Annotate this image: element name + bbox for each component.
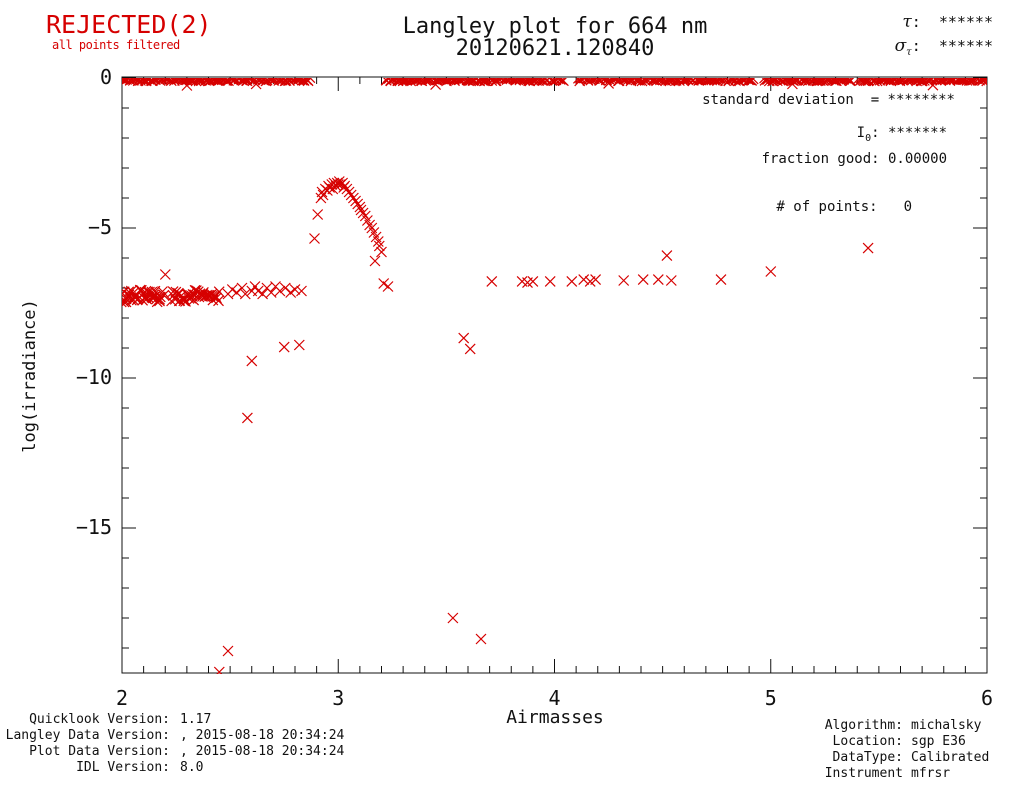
x-tick-label-6: 6 [980, 686, 994, 710]
sigma-symbol: σ [894, 36, 907, 56]
algorithm-row: Algorithm: michalsky [819, 718, 982, 734]
location-value: sgp E36 [911, 734, 966, 749]
idl-version-row: IDL Version: 8.0 [4, 760, 203, 776]
num-points-readout: # of points: 0 [776, 199, 912, 215]
sigma-colon: : [911, 37, 939, 55]
tau-colon: : [911, 13, 939, 31]
axes-box [121, 76, 988, 674]
x-tick-label-5: 5 [764, 686, 777, 710]
i0-value: : ******* [871, 125, 947, 141]
rejected-status-subtext: all points filtered [52, 38, 180, 52]
i0-symbol: I [856, 125, 866, 141]
datatype-label: DataType: [832, 750, 903, 765]
datatype-value: Calibrated [911, 750, 990, 765]
plot-data-version-row: Plot Data Version: , 2015-08-18 20:34:24 [4, 744, 344, 760]
langley-data-version-value: , 2015-08-18 20:34:24 [180, 728, 345, 743]
sigma-value: ****** [938, 37, 993, 55]
y-tick-label-0: 0 [99, 65, 112, 90]
x-tick-label-3: 3 [332, 686, 345, 710]
langley-data-version-row: Langley Data Version: , 2015-08-18 20:34:… [4, 728, 345, 744]
num-points-value: 0 [903, 199, 912, 215]
x-tick-label-2: 2 [115, 686, 129, 710]
quicklook-version-value: 1.17 [180, 712, 212, 727]
i0-subscript: 0 [865, 132, 872, 144]
idl-version-label: IDL Version: [76, 760, 170, 775]
tau-symbol: τ [902, 12, 912, 32]
location-row: Location: sgp E36 [819, 734, 966, 750]
instrument-row: Instrument mfrsr [819, 766, 950, 782]
y-tick-label-−5: −5 [87, 215, 112, 240]
quicklook-version-label: Quicklook Version: [29, 712, 170, 727]
idl-version-value: 8.0 [180, 760, 204, 775]
tau-readout: τ: ****** [902, 12, 993, 32]
tau-value: ****** [938, 13, 993, 31]
y-tick-label-−10: −10 [75, 365, 112, 390]
y-tick-label-−15: −15 [75, 515, 112, 540]
num-points-label: # of points: [776, 199, 878, 215]
instrument-label: Instrument [824, 766, 903, 781]
rejected-status-label: REJECTED(2) [46, 10, 212, 39]
quicklook-version-row: Quicklook Version: 1.17 [4, 712, 211, 728]
x-axis-title: Airmasses [506, 707, 604, 728]
plot-data-version-label: Plot Data Version: [29, 744, 170, 759]
plot-title-line1: Langley plot for 664 nm [402, 14, 708, 39]
langley-data-version-label: Langley Data Version: [5, 728, 170, 743]
sigma-subscript: τ [906, 47, 912, 58]
x-tick-label-4: 4 [548, 686, 561, 710]
standard-deviation-readout: standard deviation = ******** [702, 92, 955, 108]
i0-readout: I0: ******* [857, 125, 947, 144]
fraction-good-readout: fraction good: 0.00000 [761, 151, 947, 167]
algorithm-value: michalsky [911, 718, 982, 733]
plot-data-version-value: , 2015-08-18 20:34:24 [180, 744, 345, 759]
sigma-tau-readout: στ: ****** [895, 36, 993, 58]
algorithm-label: Algorithm: [824, 718, 903, 733]
datatype-row: DataType: Calibrated [819, 750, 990, 766]
location-label: Location: [832, 734, 903, 749]
plot-title-line2: 20120621.120840 [455, 36, 655, 61]
scatter-points [122, 78, 987, 674]
instrument-value: mfrsr [911, 766, 951, 781]
